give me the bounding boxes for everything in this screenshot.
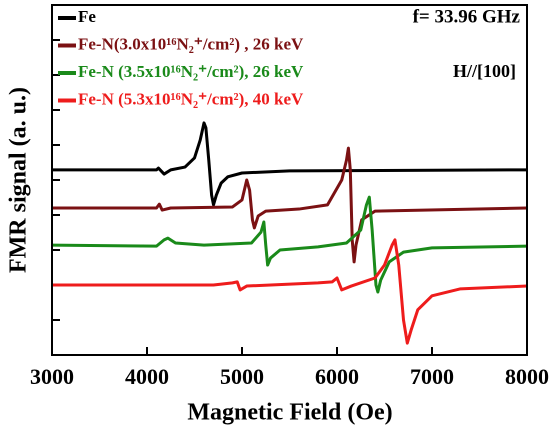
legend-label: Fe-N(3.0x10¹⁶N₂⁺/cm²) , 26 keV — [78, 34, 304, 53]
annotation: H//[100] — [453, 61, 516, 81]
x-tick-label: 4000 — [125, 364, 169, 389]
x-tick-label: 8000 — [505, 364, 549, 389]
series-line — [52, 121, 528, 207]
series-line — [51, 195, 528, 294]
x-tick-label: 5000 — [220, 364, 264, 389]
legend-label: Fe-N (5.3x10¹⁶N₂⁺/cm²), 40 keV — [78, 89, 304, 108]
legend-label: Fe-N (3.5x10¹⁶N₂⁺/cm²), 26 keV — [78, 62, 304, 81]
x-axis-label: Magnetic Field (Oe) — [187, 400, 392, 426]
x-tick-label: 7000 — [410, 364, 454, 389]
x-tick-label: 3000 — [30, 364, 74, 389]
annotation: f= 33.96 GHz — [413, 6, 521, 27]
x-tick-label: 6000 — [315, 364, 359, 389]
series-line — [52, 146, 528, 264]
series-line — [52, 238, 528, 345]
legend-label: Fe — [78, 7, 96, 26]
y-axis-label: FMR signal (a. u.) — [6, 87, 32, 273]
plot-frame — [51, 4, 528, 356]
